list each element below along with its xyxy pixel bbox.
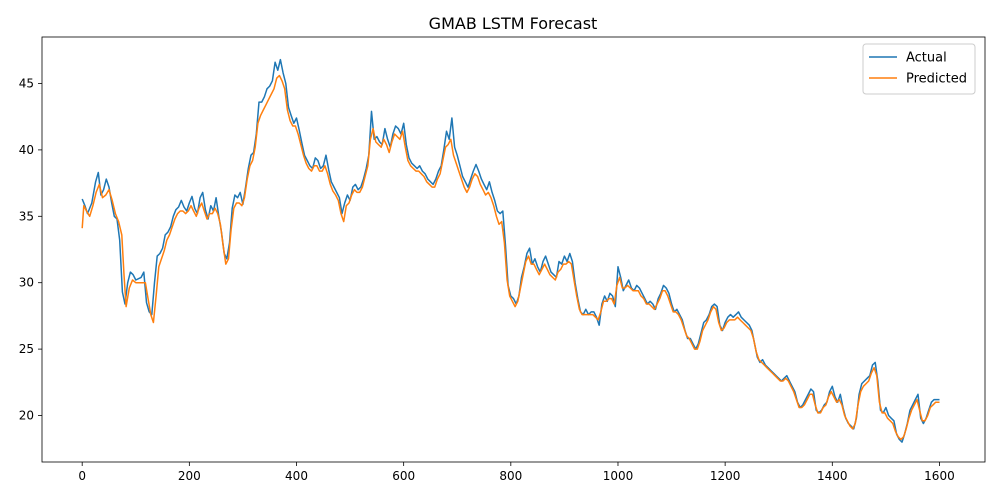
y-tick-label: 30 bbox=[19, 276, 34, 290]
chart-title: GMAB LSTM Forecast bbox=[429, 14, 598, 33]
y-tick-label: 35 bbox=[19, 209, 34, 223]
plot-frame bbox=[41, 36, 986, 463]
legend-label-predicted: Predicted bbox=[906, 72, 967, 87]
x-tick-label: 1000 bbox=[603, 469, 634, 483]
x-tick-label: 800 bbox=[499, 469, 522, 483]
x-tick-label: 1600 bbox=[924, 469, 955, 483]
series-line-predicted bbox=[81, 74, 940, 441]
x-tick-label: 200 bbox=[178, 469, 201, 483]
x-tick-label: 1400 bbox=[817, 469, 848, 483]
y-tick-label: 25 bbox=[19, 342, 34, 356]
y-tick-label: 40 bbox=[19, 143, 34, 157]
x-tick-label: 400 bbox=[285, 469, 308, 483]
y-tick-label: 45 bbox=[19, 76, 34, 90]
y-tick-label: 20 bbox=[19, 409, 34, 423]
legend: Actual Predicted bbox=[862, 43, 976, 95]
x-tick-label: 0 bbox=[78, 469, 86, 483]
plot-lines bbox=[81, 58, 940, 443]
axes: 0 200 400 600 800 1000 1200 1400 1600 20 25 30 35 40 4… bbox=[19, 36, 986, 483]
x-tick-label: 1200 bbox=[710, 469, 741, 483]
series-line-actual bbox=[81, 58, 940, 443]
legend-label-actual: Actual bbox=[906, 51, 947, 66]
x-tick-label: 600 bbox=[392, 469, 415, 483]
